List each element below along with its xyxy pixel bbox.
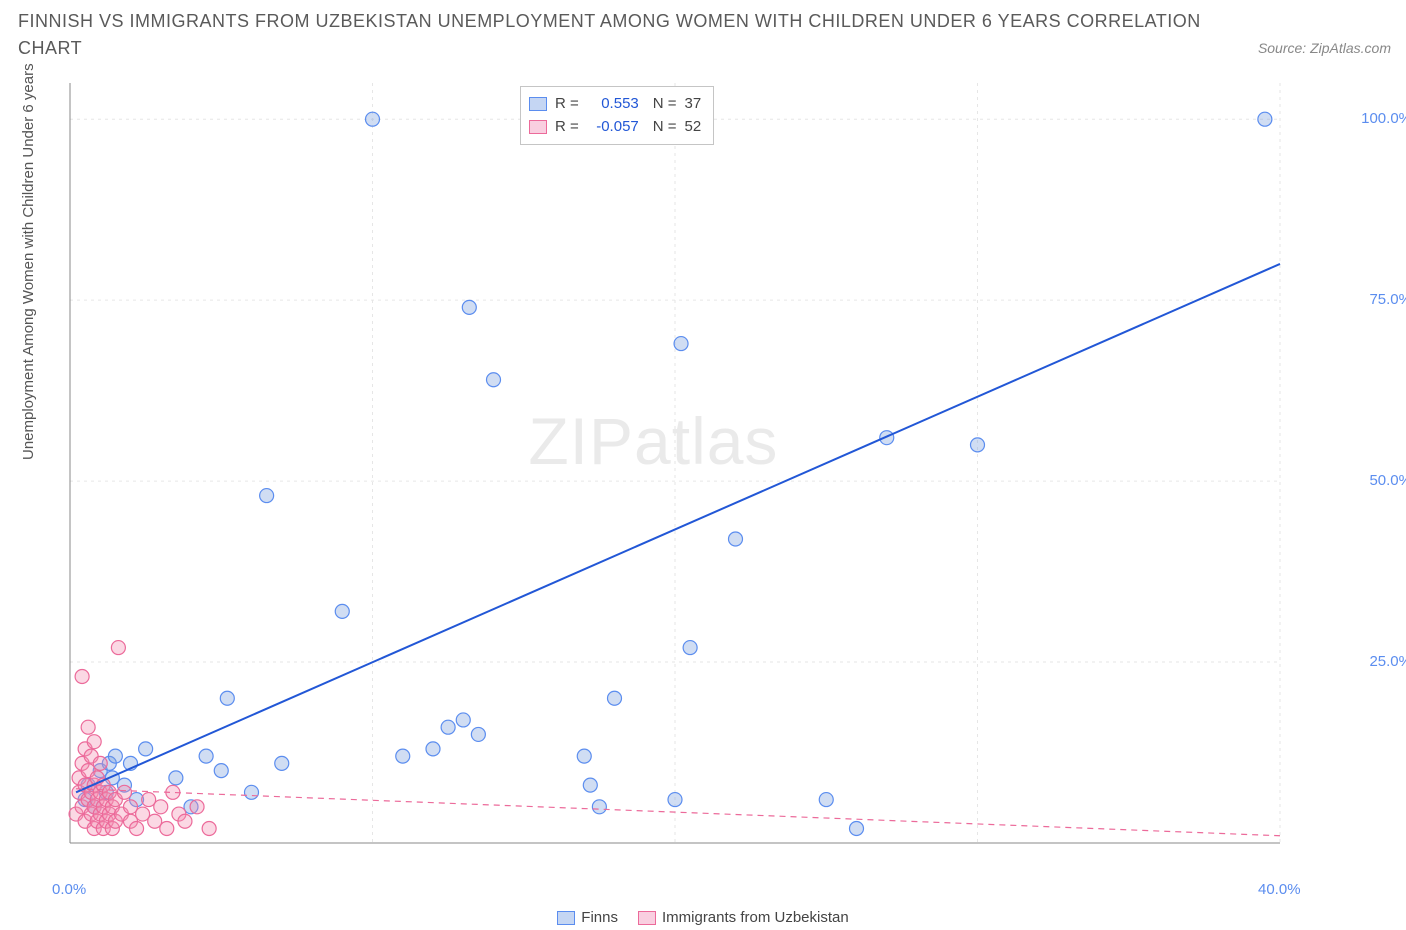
stats-row: R = -0.057 N = 52 xyxy=(529,116,701,139)
stats-box: R = 0.553 N = 37 R = -0.057 N = 52 xyxy=(520,86,714,145)
r-value: 0.553 xyxy=(587,93,639,116)
chart-area: ZIPatlas R =0.553N =37R =-0.057N =52 25.… xyxy=(60,78,1350,868)
n-value: 37 xyxy=(685,93,702,116)
n-label: N = xyxy=(653,116,677,139)
legend-label: Finns xyxy=(581,909,618,926)
n-value: 52 xyxy=(685,116,702,139)
legend-item: Finns xyxy=(557,909,618,926)
legend-swatch xyxy=(529,97,547,111)
legend-swatch xyxy=(529,120,547,134)
y-axis-label: Unemployment Among Women with Children U… xyxy=(20,63,37,460)
stats-row: R = 0.553 N = 37 xyxy=(529,93,701,116)
y-tick-label: 100.0% xyxy=(1361,110,1406,127)
source-attribution: Source: ZipAtlas.com xyxy=(1258,40,1391,56)
legend-label: Immigrants from Uzbekistan xyxy=(662,909,849,926)
r-label: R = xyxy=(555,93,579,116)
r-value: -0.057 xyxy=(587,116,639,139)
legend-swatch xyxy=(638,911,656,925)
y-tick-label: 75.0% xyxy=(1369,291,1406,308)
x-tick-label: 0.0% xyxy=(52,881,86,898)
y-tick-label: 50.0% xyxy=(1369,472,1406,489)
n-label: N = xyxy=(653,93,677,116)
y-tick-label: 25.0% xyxy=(1369,653,1406,670)
chart-title: FINNISH VS IMMIGRANTS FROM UZBEKISTAN UN… xyxy=(18,8,1206,62)
legend-swatch xyxy=(557,911,575,925)
scatter-plot xyxy=(60,78,1350,868)
legend-item: Immigrants from Uzbekistan xyxy=(638,909,849,926)
r-label: R = xyxy=(555,116,579,139)
x-tick-label: 40.0% xyxy=(1258,881,1301,898)
legend: Finns Immigrants from Uzbekistan xyxy=(0,909,1406,926)
